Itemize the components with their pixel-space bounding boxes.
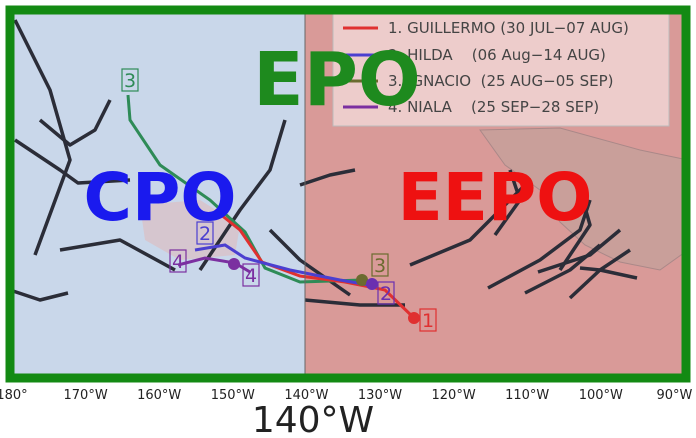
track-label: 3: [124, 70, 136, 92]
track-label: 3: [374, 255, 386, 277]
lon-tick-label: 130°W: [358, 388, 402, 403]
lon-tick-label: 140°W: [284, 388, 328, 403]
track-label-box: [242, 263, 260, 287]
track-end: [228, 258, 240, 270]
lon-tick-label: 90°W: [656, 388, 692, 403]
region-label: EPO: [253, 37, 421, 123]
track-label-box: [121, 68, 139, 92]
epo-border: [5, 5, 691, 383]
track-label-box: [371, 253, 389, 277]
track-label: 4: [245, 265, 257, 287]
region-label: CPO: [84, 159, 237, 236]
track-hilda: [194, 243, 376, 288]
track-label: 4: [172, 251, 184, 273]
track-label-box: [196, 221, 214, 245]
legend: [332, 11, 670, 127]
track-end: [408, 312, 420, 324]
legend-label: 3. IGNACIO (25 AUG−05 SEP): [388, 72, 613, 90]
track-end: [356, 274, 368, 286]
region-label: EEPO: [398, 159, 593, 236]
lon-tick-label: 110°W: [505, 388, 549, 403]
track-label-box: [419, 308, 437, 332]
legend-label: 2. HILDA (06 Aug−14 AUG): [388, 46, 606, 64]
track-end: [366, 278, 378, 290]
lon-tick-label: 120°W: [432, 388, 476, 403]
lon-tick-label: 150°W: [211, 388, 255, 403]
track-label: 2: [380, 283, 392, 305]
historical-tracks: [9, 19, 638, 307]
track-label: 1: [422, 310, 434, 332]
legend-label: 1. GUILLERMO (30 JUL−07 AUG): [388, 19, 629, 37]
lon-tick-label: 160°W: [137, 388, 181, 403]
track-label-box: [169, 249, 187, 273]
lon-tick-label: 100°W: [579, 388, 623, 403]
lon-tick-label: 180°: [0, 388, 28, 403]
track-guillermo: [214, 208, 416, 320]
lon-tick-label: 170°W: [64, 388, 108, 403]
track-ignacio: [126, 94, 363, 284]
track-label: 2: [199, 223, 211, 245]
legend-label: 4. NIALA (25 SEP−28 SEP): [388, 98, 599, 116]
track-label-box: [377, 281, 395, 305]
boundary-label: 140°W: [252, 400, 374, 438]
